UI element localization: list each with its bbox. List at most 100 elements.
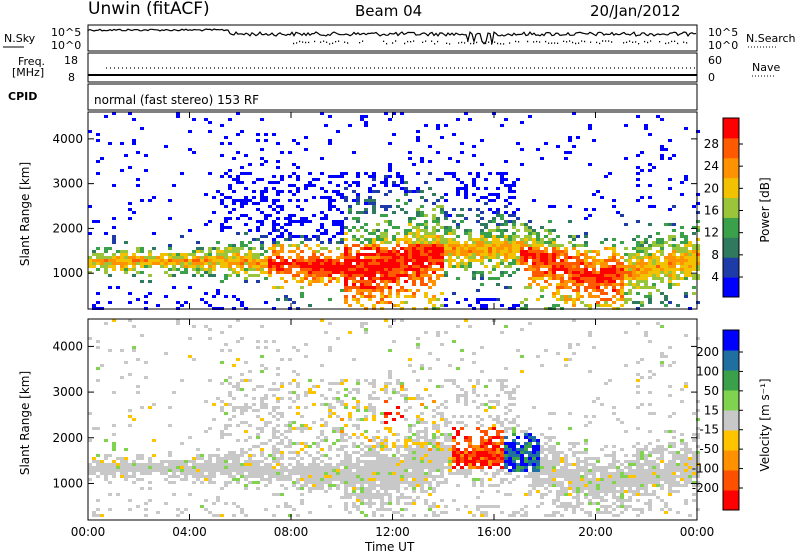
- velocity-cell: [264, 463, 268, 466]
- velocity-cell: [288, 475, 292, 478]
- power-cell: [352, 286, 356, 289]
- velocity-cell: [372, 496, 376, 499]
- power-cell: [248, 163, 252, 166]
- power-cell: [132, 139, 136, 142]
- power-cell: [440, 304, 444, 307]
- power-cell: [404, 253, 408, 256]
- power-cell: [336, 268, 340, 271]
- velocity-cell: [528, 442, 532, 445]
- power-cell: [588, 304, 592, 307]
- velocity-cell: [360, 325, 364, 328]
- velocity-cell: [368, 409, 372, 412]
- velocity-cell: [552, 499, 556, 502]
- velocity-cell: [296, 469, 300, 472]
- velocity-cell: [396, 499, 400, 502]
- velocity-cell: [424, 406, 428, 409]
- power-cell: [532, 253, 536, 256]
- power-cell: [508, 184, 512, 187]
- power-cell: [456, 187, 460, 190]
- power-cell: [372, 253, 376, 256]
- power-cell: [256, 280, 260, 283]
- power-cell: [504, 211, 508, 214]
- velocity-cell: [500, 511, 504, 514]
- velocity-cell: [500, 469, 504, 472]
- velocity-cell: [332, 466, 336, 469]
- power-cell: [396, 271, 400, 274]
- velocity-cell: [508, 427, 512, 430]
- velocity-cell: [248, 436, 252, 439]
- velocity-cell: [572, 352, 576, 355]
- power-cell: [416, 187, 420, 190]
- velocity-cell: [600, 466, 604, 469]
- power-cell: [480, 283, 484, 286]
- power-cell: [184, 253, 188, 256]
- power-cell: [468, 232, 472, 235]
- velocity-cell: [452, 451, 456, 454]
- power-cell: [96, 256, 100, 259]
- velocity-cell: [316, 484, 320, 487]
- power-cell: [640, 262, 644, 265]
- power-cell: [684, 250, 688, 253]
- power-cell: [468, 250, 472, 253]
- power-cell: [428, 268, 432, 271]
- power-cell: [672, 277, 676, 280]
- velocity-cell: [216, 499, 220, 502]
- velocity-cell: [592, 400, 596, 403]
- power-cell: [256, 268, 260, 271]
- velocity-cell: [444, 460, 448, 463]
- power-cell: [444, 172, 448, 175]
- power-cell: [512, 196, 516, 199]
- power-cell: [656, 250, 660, 253]
- velocity-cell: [252, 409, 256, 412]
- power-cell: [204, 118, 208, 121]
- power-cell: [284, 268, 288, 271]
- velocity-cell: [488, 478, 492, 481]
- velocity-cell: [384, 490, 388, 493]
- power-cell: [464, 241, 468, 244]
- velocity-cell: [464, 472, 468, 475]
- velocity-cell: [588, 487, 592, 490]
- velocity-cell: [616, 481, 620, 484]
- velocity-cell: [384, 400, 388, 403]
- power-cell: [648, 223, 652, 226]
- power-cell: [364, 211, 368, 214]
- velocity-cell: [444, 379, 448, 382]
- power-cell: [620, 292, 624, 295]
- velocity-cell: [316, 463, 320, 466]
- power-cell: [672, 247, 676, 250]
- velocity-cell: [496, 451, 500, 454]
- power-cell: [288, 214, 292, 217]
- velocity-cell: [544, 469, 548, 472]
- velocity-cell: [408, 502, 412, 505]
- power-cell: [372, 304, 376, 307]
- power-cell: [264, 190, 268, 193]
- power-cell: [404, 280, 408, 283]
- power-cell: [228, 226, 232, 229]
- power-cell: [328, 298, 332, 301]
- velocity-cell: [132, 466, 136, 469]
- power-cell: [120, 259, 124, 262]
- velocity-cell: [496, 433, 500, 436]
- power-cell: [556, 304, 560, 307]
- power-cell: [460, 151, 464, 154]
- velocity-cell: [176, 469, 180, 472]
- power-cell: [240, 244, 244, 247]
- velocity-cell: [464, 475, 468, 478]
- velocity-cell: [580, 466, 584, 469]
- power-cell: [532, 232, 536, 235]
- velocity-cell: [560, 493, 564, 496]
- velocity-cell: [100, 472, 104, 475]
- power-cell: [424, 181, 428, 184]
- power-cell: [364, 208, 368, 211]
- power-cell: [536, 253, 540, 256]
- power-cell: [668, 271, 672, 274]
- velocity-cell: [496, 394, 500, 397]
- power-cell: [508, 262, 512, 265]
- velocity-cell: [604, 499, 608, 502]
- velocity-cell: [240, 388, 244, 391]
- velocity-cell: [544, 466, 548, 469]
- velocity-cell: [372, 397, 376, 400]
- velocity-cell: [364, 502, 368, 505]
- velocity-cell: [340, 481, 344, 484]
- velocity-cell: [244, 484, 248, 487]
